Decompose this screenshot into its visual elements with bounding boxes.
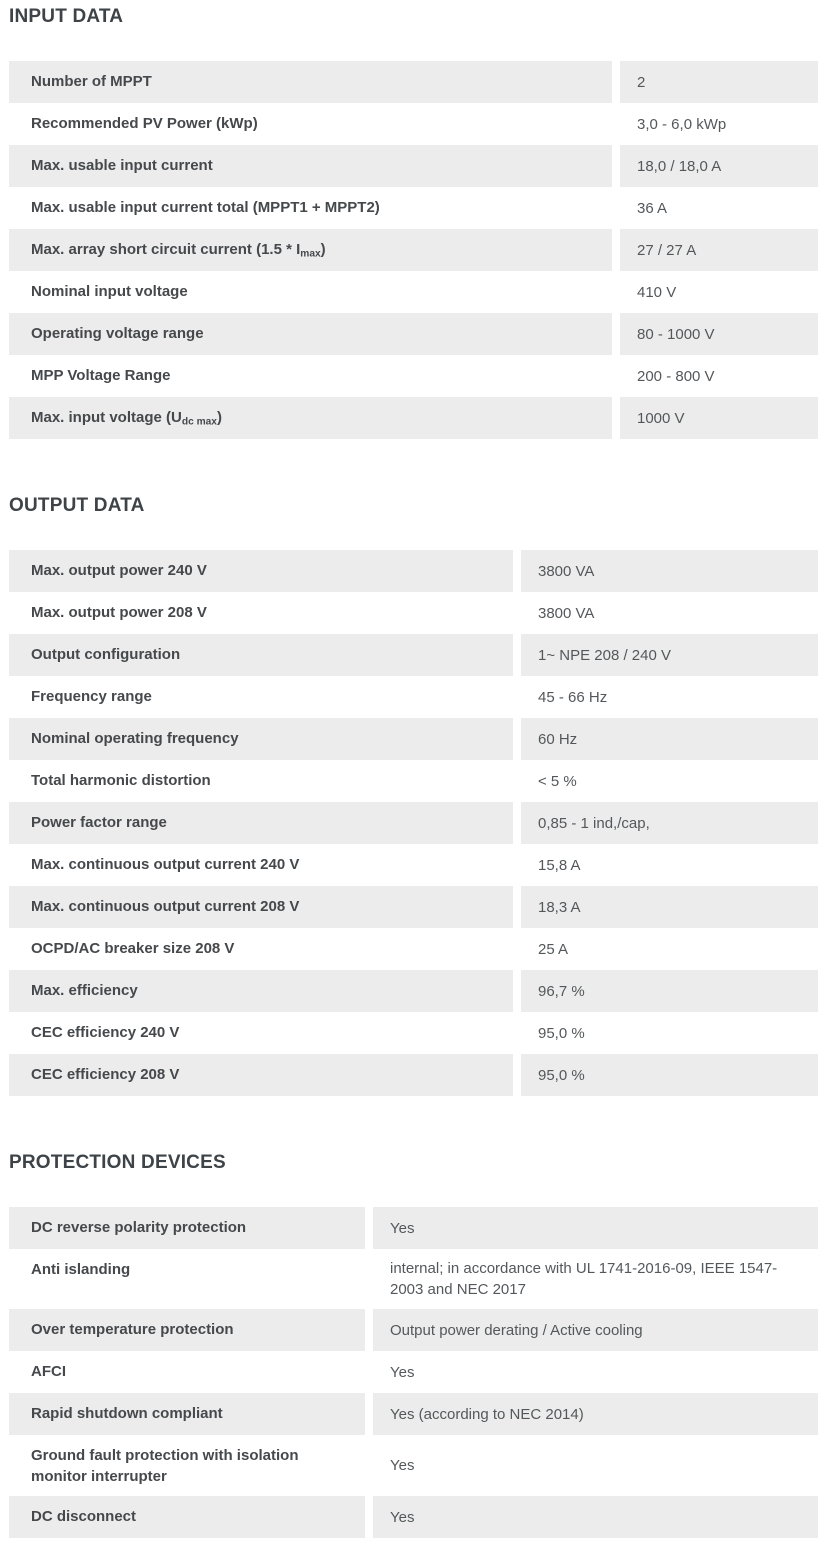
row-value: 25 A [521,928,818,970]
row-label: Power factor range [9,802,513,844]
table-row: CEC efficiency 208 V 95,0 % [9,1054,818,1096]
row-label: CEC efficiency 208 V [9,1054,513,1096]
row-label: Max. usable input current [9,145,612,187]
row-label: OCPD/AC breaker size 208 V [9,928,513,970]
table-row: Output configuration 1~ NPE 208 / 240 V [9,634,818,676]
row-label: Ground fault protection with isolation m… [9,1435,365,1496]
row-value: 45 - 66 Hz [521,676,818,718]
table-row: Power factor range 0,85 - 1 ind,/cap, [9,802,818,844]
table-row: AFCI Yes [9,1351,818,1393]
row-value: 0,85 - 1 ind,/cap, [521,802,818,844]
table-row: Over temperature protection Output power … [9,1309,818,1351]
row-label: CEC efficiency 240 V [9,1012,513,1054]
spec-table: Number of MPPT 2 Recommended PV Power (kWp… [9,61,818,439]
table-row: Max. efficiency 96,7 % [9,970,818,1012]
row-label: Max. array short circuit current (1.5 * … [9,229,612,271]
table-row: Number of MPPT 2 [9,61,818,103]
table-row: Max. array short circuit current (1.5 * … [9,229,818,271]
table-row: Nominal input voltage 410 V [9,271,818,313]
row-value: 18,0 / 18,0 A [620,145,818,187]
row-label: DC reverse polarity protection [9,1207,365,1249]
row-label: Number of MPPT [9,61,612,103]
table-row: Max. output power 208 V 3800 VA [9,592,818,634]
row-value: 3,0 - 6,0 kWp [620,103,818,145]
row-value: Yes (according to NEC 2014) [373,1393,818,1435]
row-label: Over temperature protection [9,1309,365,1351]
spec-table: DC reverse polarity protection Yes Anti is… [9,1207,818,1538]
section-output-data: OUTPUT DATA Max. output power 240 V 3800 V… [9,495,818,1096]
table-row: Max. input voltage (Udc max) 1000 V [9,397,818,439]
row-value: 3800 VA [521,550,818,592]
row-label: MPP Voltage Range [9,355,612,397]
row-label: Nominal input voltage [9,271,612,313]
row-label: DC disconnect [9,1496,365,1538]
row-value: 3800 VA [521,592,818,634]
section-input-data: INPUT DATA Number of MPPT 2 Recommended PV … [9,6,818,439]
row-label: Anti islanding [9,1249,365,1309]
table-row: OCPD/AC breaker size 208 V 25 A [9,928,818,970]
table-row: Max. continuous output current 240 V 15,8… [9,844,818,886]
row-value: Output power derating / Active cooling [373,1309,818,1351]
section-title: INPUT DATA [9,6,124,27]
row-value: Yes [373,1351,818,1393]
row-label: Max. efficiency [9,970,513,1012]
row-value: < 5 % [521,760,818,802]
row-label: Output configuration [9,634,513,676]
row-value: 18,3 A [521,886,818,928]
table-row: Rapid shutdown compliant Yes (according t… [9,1393,818,1435]
spec-table: Max. output power 240 V 3800 VA Max. outpu… [9,550,818,1096]
table-row: MPP Voltage Range 200 - 800 V [9,355,818,397]
table-row: Ground fault protection with isolation m… [9,1435,818,1496]
row-label: Max. continuous output current 208 V [9,886,513,928]
row-value: 36 A [620,187,818,229]
row-value: 95,0 % [521,1054,818,1096]
table-row: Max. usable input current 18,0 / 18,0 A [9,145,818,187]
table-row: Operating voltage range 80 - 1000 V [9,313,818,355]
row-label: Max. output power 240 V [9,550,513,592]
row-value: 200 - 800 V [620,355,818,397]
table-row: Max. continuous output current 208 V 18,3… [9,886,818,928]
section-protection-devices: PROTECTION DEVICES DC reverse polarity pr… [9,1152,818,1538]
row-value: 96,7 % [521,970,818,1012]
row-value: 80 - 1000 V [620,313,818,355]
table-row: Total harmonic distortion < 5 % [9,760,818,802]
table-row: Max. output power 240 V 3800 VA [9,550,818,592]
row-value: 60 Hz [521,718,818,760]
row-value: 410 V [620,271,818,313]
row-label: Nominal operating frequency [9,718,513,760]
table-row: DC disconnect Yes [9,1496,818,1538]
row-value: Yes [373,1496,818,1538]
row-value: internal; in accordance with UL 1741-201… [373,1249,818,1309]
row-label: Frequency range [9,676,513,718]
row-label: Max. input voltage (Udc max) [9,397,612,439]
row-label: Max. output power 208 V [9,592,513,634]
row-value: 1~ NPE 208 / 240 V [521,634,818,676]
table-row: DC reverse polarity protection Yes [9,1207,818,1249]
row-label: Operating voltage range [9,313,612,355]
row-value: 15,8 A [521,844,818,886]
section-title: PROTECTION DEVICES [9,1152,226,1173]
table-row: Frequency range 45 - 66 Hz [9,676,818,718]
row-label: Recommended PV Power (kWp) [9,103,612,145]
row-value: 1000 V [620,397,818,439]
row-label: Total harmonic distortion [9,760,513,802]
table-row: Anti islanding internal; in accordance wi… [9,1249,818,1309]
table-row: CEC efficiency 240 V 95,0 % [9,1012,818,1054]
table-row: Max. usable input current total (MPPT1 +… [9,187,818,229]
table-row: Recommended PV Power (kWp) 3,0 - 6,0 kWp [9,103,818,145]
row-value: 27 / 27 A [620,229,818,271]
row-label: AFCI [9,1351,365,1393]
row-value: Yes [373,1207,818,1249]
row-value: 2 [620,61,818,103]
row-label: Max. continuous output current 240 V [9,844,513,886]
row-label: Rapid shutdown compliant [9,1393,365,1435]
row-label: Max. usable input current total (MPPT1 +… [9,187,612,229]
row-value: Yes [373,1435,818,1496]
section-title: OUTPUT DATA [9,495,145,516]
row-value: 95,0 % [521,1012,818,1054]
table-row: Nominal operating frequency 60 Hz [9,718,818,760]
